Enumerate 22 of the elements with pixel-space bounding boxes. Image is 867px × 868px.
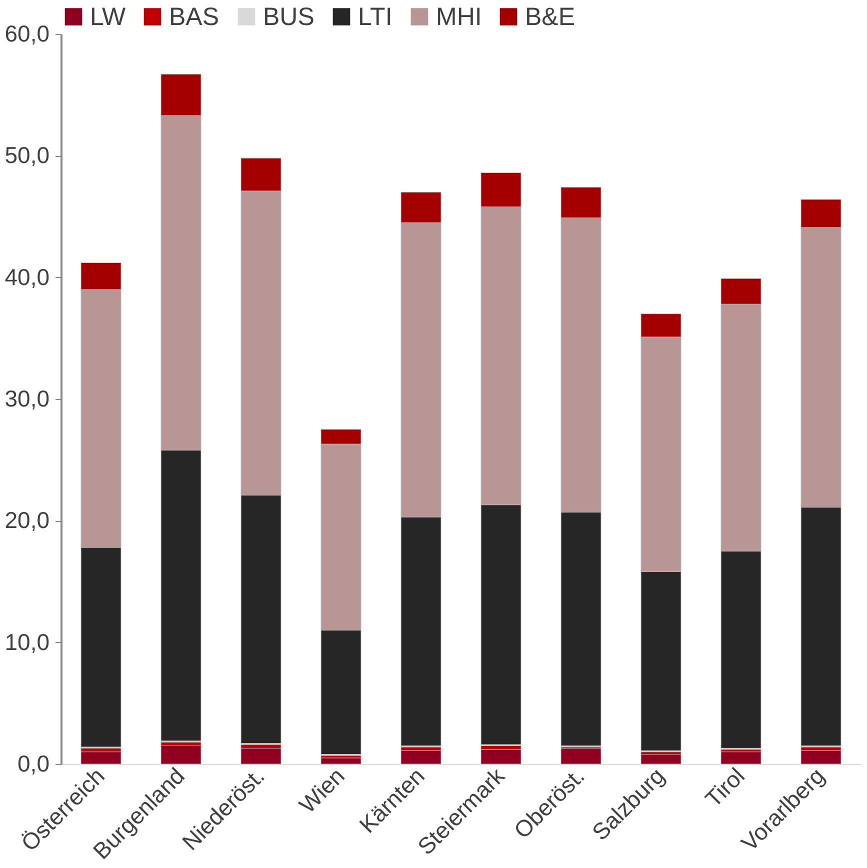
- bar: [400, 750, 442, 764]
- y-tick-label: 20,0: [4, 507, 50, 534]
- bar: [320, 758, 362, 764]
- bar: [240, 748, 282, 764]
- y-tick-label: 60,0: [4, 20, 50, 46]
- y-tick-label: 10,0: [4, 628, 50, 655]
- bar: [560, 748, 602, 764]
- bar: [640, 754, 682, 764]
- bar: [720, 752, 762, 764]
- legend-label: LTI: [358, 2, 392, 31]
- bar: [480, 749, 522, 764]
- legend-label: MHI: [436, 2, 482, 31]
- y-tick-label: 30,0: [4, 386, 50, 412]
- legend-label: LW: [90, 2, 126, 31]
- bar: [160, 746, 202, 764]
- legend-label: BUS: [263, 2, 314, 31]
- y-tick-label: 50,0: [4, 142, 50, 168]
- y-tick-label: 40,0: [4, 264, 50, 290]
- bar: [800, 750, 842, 764]
- bar: [80, 752, 122, 764]
- legend-label: B&E: [525, 2, 576, 31]
- legend-label: BAS: [169, 2, 220, 31]
